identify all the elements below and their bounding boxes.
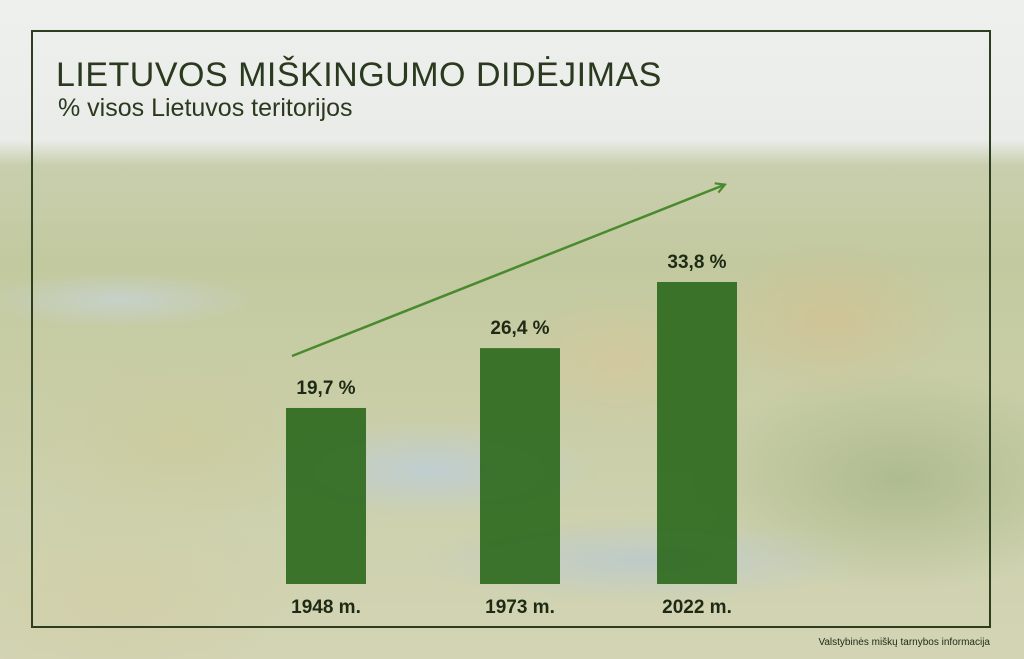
bar-value-label: 19,7 %: [296, 378, 355, 399]
category-label: 1973 m.: [485, 597, 555, 618]
chart-subtitle: % visos Lietuvos teritorijos: [58, 94, 353, 122]
chart-title: LIETUVOS MIŠKINGUMO DIDĖJIMAS: [56, 56, 662, 94]
trend-arrow: [291, 185, 724, 358]
category-label: 2022 m.: [662, 597, 732, 618]
bar-value-label: 26,4 %: [490, 318, 549, 339]
bar-1973m: [480, 348, 560, 584]
bar-1948m: [286, 407, 366, 584]
category-label: 1948 m.: [291, 597, 361, 618]
source-note: Valstybinės miškų tarnybos informacija: [818, 637, 990, 648]
chart-frame: [31, 30, 991, 628]
bar-2022m: [657, 282, 737, 584]
bar-value-label: 33,8 %: [667, 252, 726, 273]
